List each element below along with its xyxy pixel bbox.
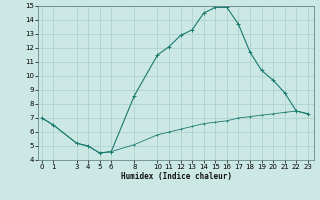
X-axis label: Humidex (Indice chaleur): Humidex (Indice chaleur): [121, 172, 231, 181]
